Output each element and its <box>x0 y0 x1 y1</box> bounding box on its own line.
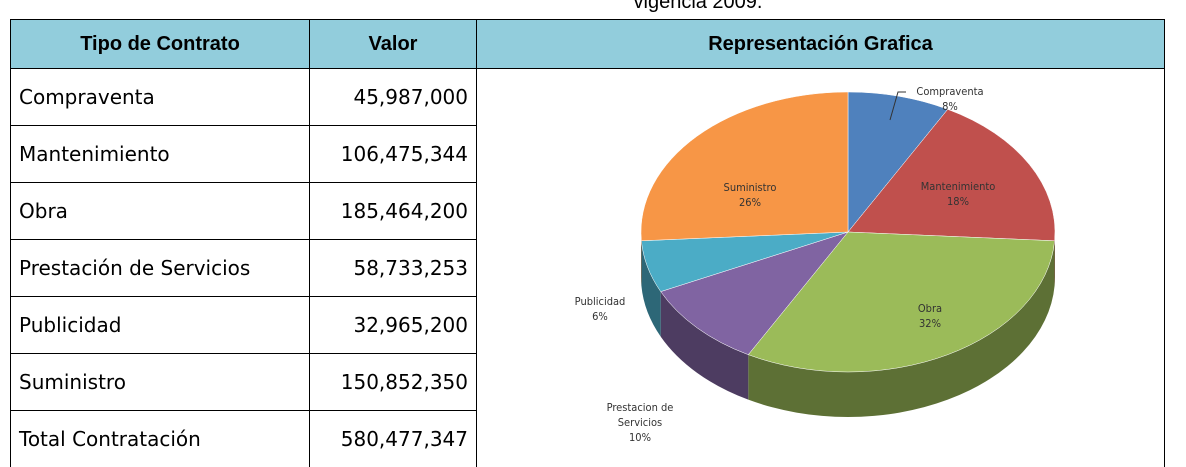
slice-value: 8% <box>912 99 988 114</box>
slice-name: Mantenimiento <box>913 179 1003 194</box>
slice-value: 26% <box>710 195 790 210</box>
slice-name: Compraventa <box>912 84 988 99</box>
slice-value: 32% <box>890 316 970 331</box>
slice-value: 10% <box>595 430 685 445</box>
slice-value: 18% <box>913 194 1003 209</box>
slice-value: 6% <box>565 309 635 324</box>
pie-slice <box>641 92 848 241</box>
slice-name: Prestacion de Servicios <box>595 400 685 430</box>
slice-name: Obra <box>890 301 970 316</box>
slice-name: Publicidad <box>565 294 635 309</box>
slice-name: Suministro <box>710 180 790 195</box>
